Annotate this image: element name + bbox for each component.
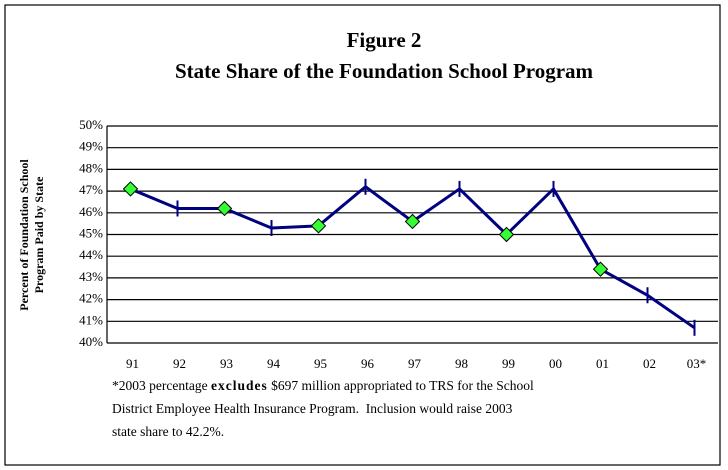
footnote-text: state share to 42.2%. [112, 424, 225, 439]
footnote-text: District Employee Health Insurance Progr… [112, 401, 513, 416]
y-tick-label: 47% [79, 182, 103, 197]
x-tick-label: 03* [687, 356, 707, 371]
x-tick-label: 99 [502, 356, 515, 371]
footnote-text: $697 million appropriated to TRS for the… [267, 378, 534, 393]
y-axis-title-line: Program Paid by State [32, 176, 46, 293]
chart-subtitle: State Share of the Foundation School Pro… [175, 59, 594, 83]
chart-title: Figure 2 [347, 28, 422, 52]
point-marker [122, 181, 139, 197]
y-tick-label: 44% [79, 247, 103, 262]
footnote-text: *2003 percentage [112, 378, 211, 393]
point-marker [498, 226, 515, 243]
footnote: *2003 percentage excludes $697 million a… [112, 374, 722, 443]
y-tick-label: 45% [79, 225, 103, 240]
y-tick-label: 42% [79, 291, 103, 306]
x-tick-label: 93 [220, 356, 233, 371]
point-marker [216, 200, 233, 217]
y-tick-label: 41% [79, 312, 103, 327]
point-marker [592, 261, 609, 277]
y-axis-title-line: Percent of Foundation School [17, 159, 31, 311]
y-tick-label: 43% [79, 269, 103, 284]
x-tick-label: 97 [408, 356, 422, 371]
point-marker [310, 218, 327, 234]
x-tick-label: 92 [173, 356, 186, 371]
footnote-bold: excludes [210, 378, 268, 393]
y-tick-label: 46% [79, 204, 103, 219]
x-tick-label: 95 [314, 356, 327, 371]
x-tick-label: 91 [126, 356, 139, 371]
x-tick-label: 94 [267, 356, 281, 371]
x-tick-label: 98 [455, 356, 468, 371]
y-tick-label: 49% [79, 139, 103, 154]
x-tick-label: 96 [361, 356, 375, 371]
y-tick-label: 48% [79, 160, 103, 175]
y-axis-title: Percent of Foundation School Program Pai… [17, 159, 46, 311]
y-tick-label: 50% [79, 117, 103, 132]
point-marker [404, 213, 421, 230]
y-tick-label: 40% [79, 334, 103, 349]
x-tick-label: 00 [549, 356, 562, 371]
x-tick-label: 02 [643, 356, 656, 371]
x-tick-label: 01 [596, 356, 609, 371]
